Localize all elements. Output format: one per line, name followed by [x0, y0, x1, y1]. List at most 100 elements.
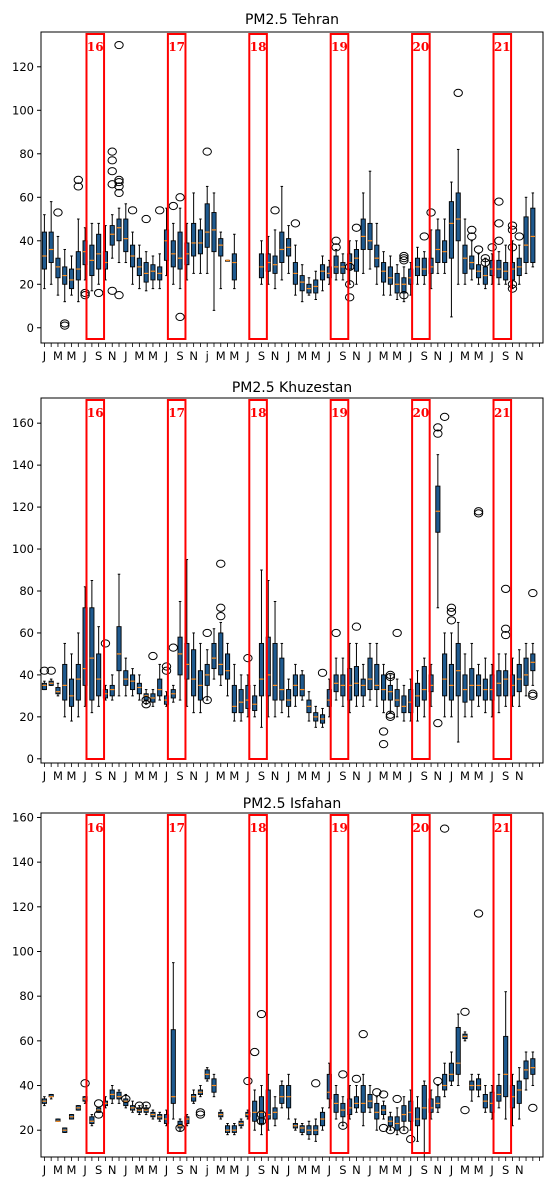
box-7 [89, 222, 95, 292]
box-15 [141, 214, 151, 292]
box-40 [313, 270, 319, 301]
outlier-point [385, 672, 396, 682]
x-tick-label: N [108, 769, 117, 783]
x-tick-label: N [352, 769, 361, 783]
box-15 [141, 689, 151, 709]
x-tick-label: M [216, 349, 226, 363]
box-40 [313, 705, 319, 728]
highlight-box-20 [411, 33, 431, 340]
box-67 [496, 1073, 502, 1109]
box-54 [406, 1089, 416, 1144]
highlight-box-21 [492, 814, 513, 1154]
box-body [387, 266, 393, 285]
year-label: 17 [168, 821, 185, 835]
box-body [353, 666, 359, 697]
box-52 [392, 1094, 402, 1136]
box-40 [311, 1079, 321, 1142]
box-41 [317, 668, 328, 728]
box-59 [442, 218, 448, 274]
x-tick-label: S [176, 1163, 183, 1177]
x-tick-label: J [245, 1163, 249, 1177]
box-9 [102, 1096, 108, 1109]
box-53 [399, 251, 409, 303]
outlier-point [270, 206, 280, 215]
box-19 [168, 643, 178, 703]
x-tick-label: S [95, 1163, 102, 1177]
box-17 [157, 663, 163, 701]
outlier-point [399, 256, 409, 265]
box-27 [225, 642, 231, 697]
box-62 [462, 653, 468, 718]
box-38 [299, 1122, 305, 1136]
outlier-point [107, 180, 117, 189]
box-body [116, 1091, 122, 1100]
box-52 [394, 264, 400, 301]
outlier-point [114, 177, 124, 187]
outlier-point [175, 1123, 185, 1133]
box-46 [351, 223, 362, 285]
x-tick-label: J [408, 769, 412, 783]
box-35 [279, 642, 285, 714]
outlier-point [60, 321, 70, 330]
box-23 [197, 218, 203, 274]
outlier-point [473, 507, 484, 516]
box-35 [279, 1080, 285, 1109]
box-59 [439, 824, 450, 1098]
box-body [89, 1116, 95, 1124]
box-body [455, 192, 461, 242]
outlier-point [399, 254, 409, 263]
box-body [191, 649, 197, 697]
x-tick-label: J [489, 349, 493, 363]
outlier-point [507, 284, 518, 293]
box-body [340, 262, 346, 274]
box-body [55, 257, 61, 279]
highlight-box-18 [248, 814, 268, 1154]
box-body [503, 1035, 509, 1098]
box-body [279, 1085, 285, 1104]
outlier-point [446, 603, 457, 612]
box-51 [387, 255, 393, 296]
box-body [75, 663, 81, 701]
box-44 [338, 1070, 348, 1130]
outlier-point [195, 1110, 206, 1119]
outlier-point [256, 1009, 267, 1019]
outlier-point [433, 719, 443, 728]
box-29 [238, 1118, 244, 1129]
box-63 [469, 642, 475, 718]
outlier-point [168, 201, 178, 211]
box-43 [331, 236, 341, 281]
year-label: 19 [331, 406, 348, 420]
outlier-point [419, 232, 429, 241]
y-tick-label: 40 [19, 668, 34, 682]
x-tick-label: S [502, 349, 509, 363]
outlier-point [351, 223, 362, 232]
outlier-point [507, 225, 518, 235]
box-65 [480, 254, 491, 290]
box-32 [258, 240, 265, 285]
outlier-point [473, 509, 484, 518]
box-body [225, 1125, 231, 1133]
box-body [448, 201, 454, 259]
x-tick-label: J [164, 1163, 168, 1177]
box-body [421, 666, 427, 701]
outlier-point [141, 700, 151, 709]
box-72 [528, 1051, 538, 1112]
x-tick-label: M [297, 1163, 307, 1177]
outlier-point [107, 286, 117, 295]
year-label: 18 [250, 821, 267, 835]
y-tick-label: 100 [12, 944, 34, 958]
box-body [448, 663, 454, 701]
outlier-point [453, 88, 463, 97]
y-tick-label: 20 [19, 277, 34, 291]
x-tick-label: M [148, 349, 158, 363]
box-body [394, 272, 400, 294]
box-16 [150, 255, 156, 290]
box-body [462, 674, 468, 703]
box-body [374, 1102, 380, 1120]
box-51 [385, 1111, 396, 1135]
box-22 [191, 1089, 197, 1104]
chart-title: PM2.5 Khuzestan [232, 380, 352, 396]
year-label: 18 [250, 40, 267, 54]
outlier-point [127, 206, 138, 215]
